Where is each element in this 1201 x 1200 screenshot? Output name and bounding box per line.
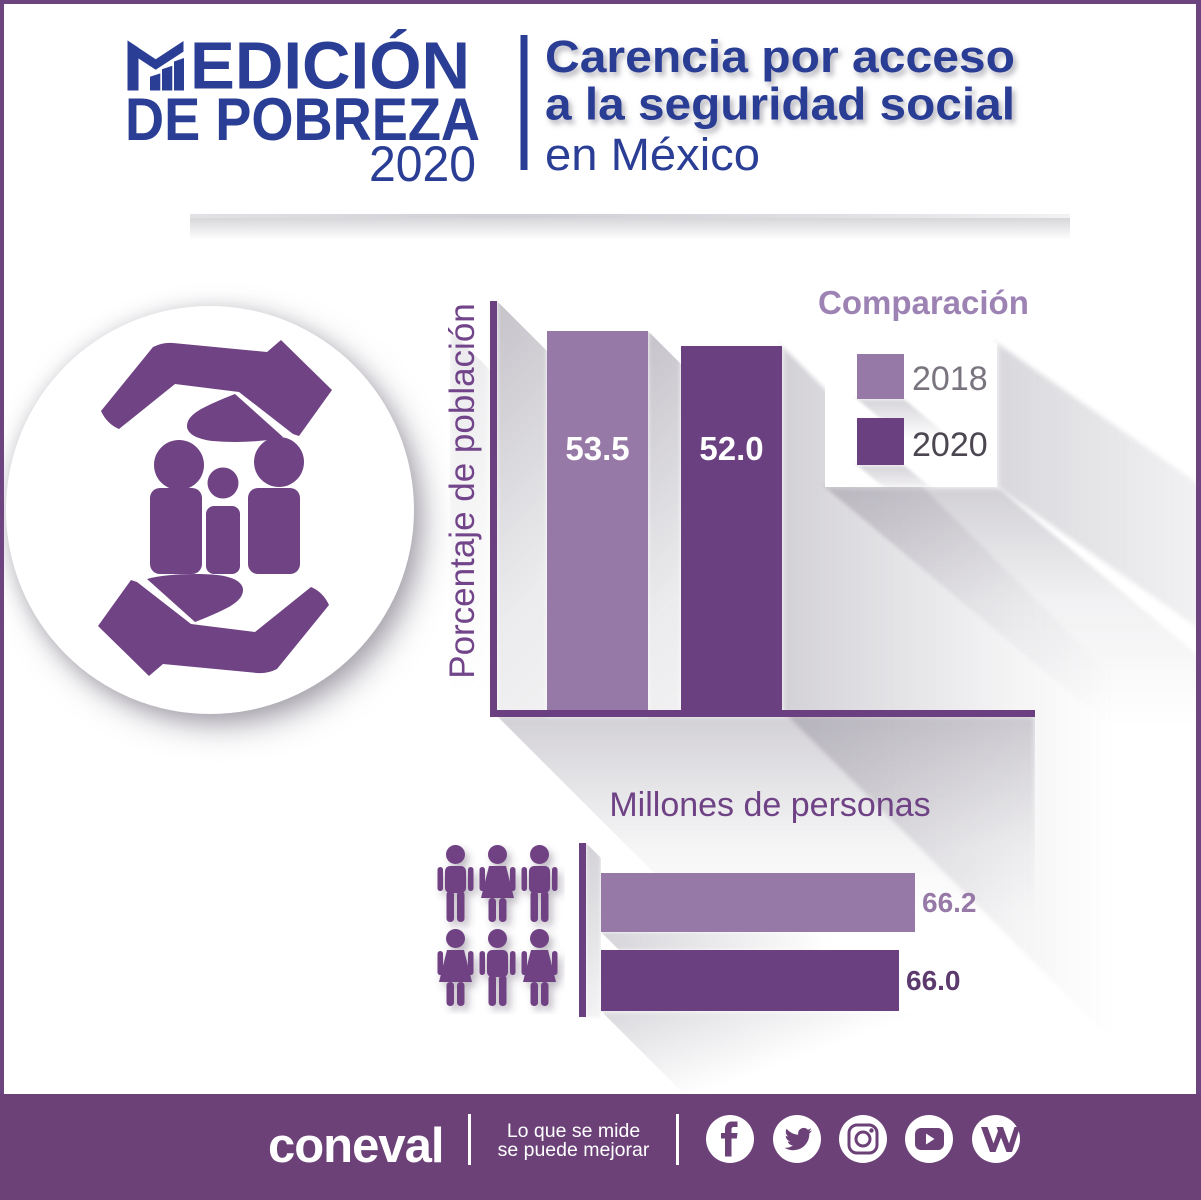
svg-text:Carencia por acceso: Carencia por acceso: [545, 31, 1015, 82]
svg-text:2020: 2020: [369, 136, 476, 192]
svg-text:a la seguridad social: a la seguridad social: [545, 79, 1015, 130]
svg-text:en México: en México: [545, 129, 760, 180]
svg-text:EDICIÓN: EDICIÓN: [190, 29, 470, 104]
svg-text:DE POBREZA: DE POBREZA: [125, 86, 480, 153]
